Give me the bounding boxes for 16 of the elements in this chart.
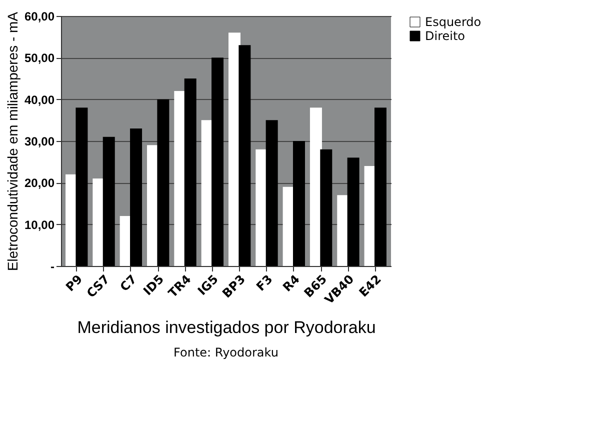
legend-label: Esquerdo — [425, 15, 482, 29]
y-tick-label: 40,00 — [24, 92, 55, 107]
legend-label: Direito — [425, 29, 466, 43]
x-tick-label: F3 — [254, 272, 276, 294]
x-tick-label: R4 — [280, 272, 302, 294]
x-axis-title: Meridianos investigados por Ryodoraku — [77, 318, 376, 338]
y-tick-label: 30,00 — [24, 134, 55, 148]
y-tick-label: 20,00 — [24, 176, 55, 190]
y-tick-label: 50,00 — [24, 51, 55, 66]
y-axis-title: Eletrocondutividade em miliamperes - mA — [4, 11, 20, 272]
source-note: Fonte: Ryodoraku — [174, 346, 278, 360]
y-tick-label: 60,00 — [24, 10, 55, 24]
x-tick-label: C7 — [117, 272, 140, 294]
y-tick-label: 10,00 — [24, 218, 55, 232]
y-tick-label: - — [50, 260, 54, 274]
x-tick-label: P9 — [63, 272, 86, 294]
